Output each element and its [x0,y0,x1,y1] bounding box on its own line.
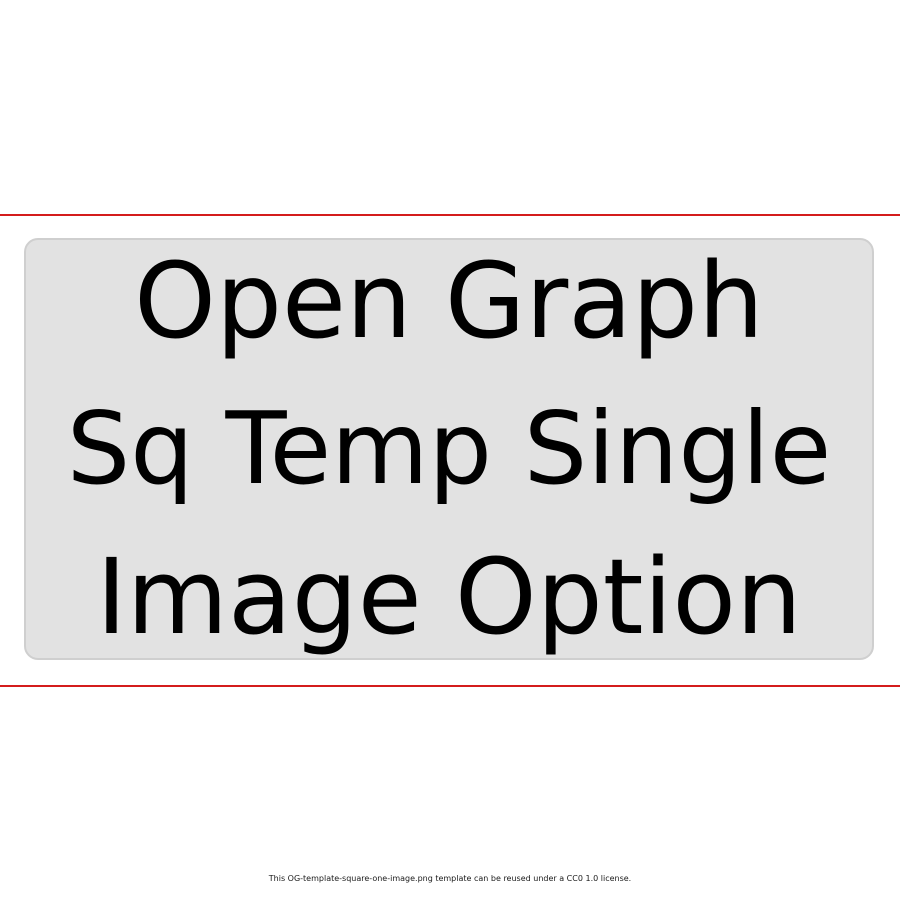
title-line-3: Image Option [96,536,802,658]
license-note: This OG-template-square-one-image.png te… [268,874,632,883]
bottom-guide-line [0,685,900,687]
image-placeholder: Open Graph Sq Temp Single Image Option [24,238,874,660]
title-line-1: Open Graph [134,240,764,362]
title-line-2: Sq Temp Single [66,390,832,507]
top-guide-line [0,214,900,216]
